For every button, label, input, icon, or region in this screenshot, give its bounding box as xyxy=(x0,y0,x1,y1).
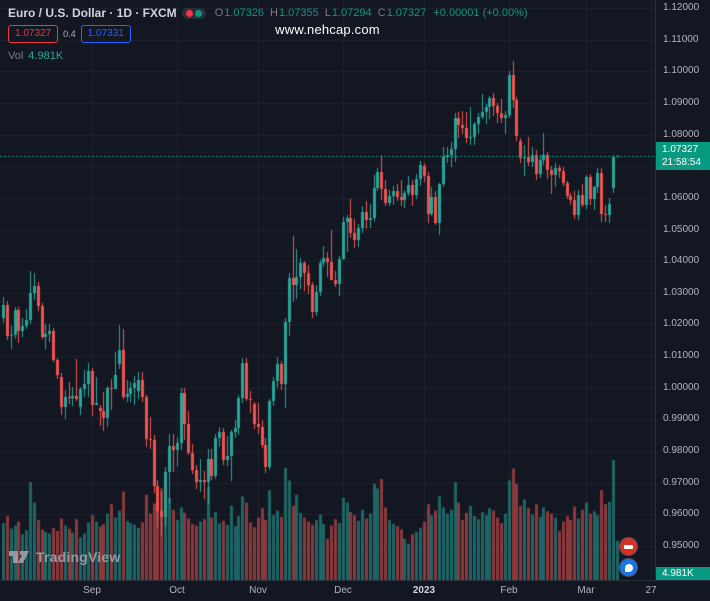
price-axis[interactable]: 1.120001.110001.100001.090001.080001.070… xyxy=(655,0,710,580)
close-label: C xyxy=(377,7,386,19)
ohlc-values: O 1.07326 H 1.07355 L 1.07294 C 1.07327 +0.0… xyxy=(215,7,528,19)
time-axis-label: Mar xyxy=(577,585,595,596)
buy-dot-icon xyxy=(194,9,202,17)
price-axis-label: 1.06000 xyxy=(663,192,700,203)
time-axis-label: Oct xyxy=(169,585,185,596)
high-value: 1.07355 xyxy=(278,7,319,19)
trade-buttons-row: 1.07327 0.4 1.07331 xyxy=(8,25,528,43)
legend-title-row: Euro / U.S. Dollar · 1D · FXCM O 1.07326 … xyxy=(8,6,528,20)
volume-label[interactable]: Vol xyxy=(8,50,24,62)
floating-badges xyxy=(620,538,637,576)
price-axis-label: 0.99000 xyxy=(663,413,700,424)
price-axis-label: 1.03000 xyxy=(663,287,700,298)
tradingview-logo-icon xyxy=(9,551,29,563)
blue-badge-glyph xyxy=(624,563,633,572)
low-value: 1.07294 xyxy=(331,7,372,19)
buy-button[interactable]: 1.07331 xyxy=(80,25,131,43)
price-axis-label: 0.96000 xyxy=(663,508,700,519)
spread-value: 0.4 xyxy=(58,26,81,42)
volume-axis-tag: 4.981K xyxy=(656,567,710,580)
price-axis-label: 0.98000 xyxy=(663,445,700,456)
price-axis-label: 1.05000 xyxy=(663,224,700,235)
last-price-value: 1.07327 xyxy=(662,144,699,155)
chart-legend: Euro / U.S. Dollar · 1D · FXCM O 1.07326 … xyxy=(8,6,528,62)
open-value: 1.07326 xyxy=(224,7,265,19)
sell-button[interactable]: 1.07327 xyxy=(8,25,59,43)
time-axis-label: 2023 xyxy=(412,585,436,596)
price-axis-label: 1.12000 xyxy=(663,2,700,13)
red-badge-glyph xyxy=(624,544,633,549)
tradingview-logo-text: TradingView xyxy=(36,549,121,565)
symbol-title[interactable]: Euro / U.S. Dollar · 1D · FXCM xyxy=(8,6,177,20)
close-value: 1.07327 xyxy=(386,7,427,19)
sell-dot-icon xyxy=(185,9,193,17)
change-value: +0.00001 (+0.00%) xyxy=(433,7,528,19)
watermark-text: www.nehcap.com xyxy=(275,22,380,37)
price-axis-label: 0.97000 xyxy=(663,477,700,488)
bar-countdown: 21:58:54 xyxy=(662,157,701,168)
price-axis-label: 1.11000 xyxy=(663,34,699,45)
market-status-toggle[interactable] xyxy=(181,7,206,19)
last-price-tag: 1.07327 21:58:54 xyxy=(656,142,710,170)
price-axis-label: 1.04000 xyxy=(663,255,700,266)
price-axis-label: 0.95000 xyxy=(663,540,700,551)
price-axis-label: 1.09000 xyxy=(663,97,700,108)
price-axis-label: 1.10000 xyxy=(663,65,700,76)
high-label: H xyxy=(270,7,278,19)
price-axis-label: 1.08000 xyxy=(663,129,700,140)
red-badge-icon[interactable] xyxy=(620,538,637,555)
tradingview-logo[interactable]: TradingView xyxy=(8,548,120,566)
low-label: L xyxy=(324,7,331,19)
open-label: O xyxy=(214,7,224,19)
price-axis-label: 1.00000 xyxy=(663,382,700,393)
time-axis-label: 27 xyxy=(645,585,657,596)
volume-value: 4.981K xyxy=(28,50,64,62)
volume-legend-row: Vol 4.981K xyxy=(8,50,528,62)
time-axis[interactable]: Sep Oct Nov Dec 2023 Feb Mar 27 xyxy=(0,580,710,601)
price-axis-label: 1.02000 xyxy=(663,318,700,329)
time-axis-label: Dec xyxy=(334,585,352,596)
blue-badge-icon[interactable] xyxy=(620,559,637,576)
time-axis-label: Feb xyxy=(500,585,518,596)
time-axis-label: Sep xyxy=(83,585,101,596)
time-axis-label: Nov xyxy=(249,585,267,596)
price-axis-label: 1.01000 xyxy=(663,350,700,361)
